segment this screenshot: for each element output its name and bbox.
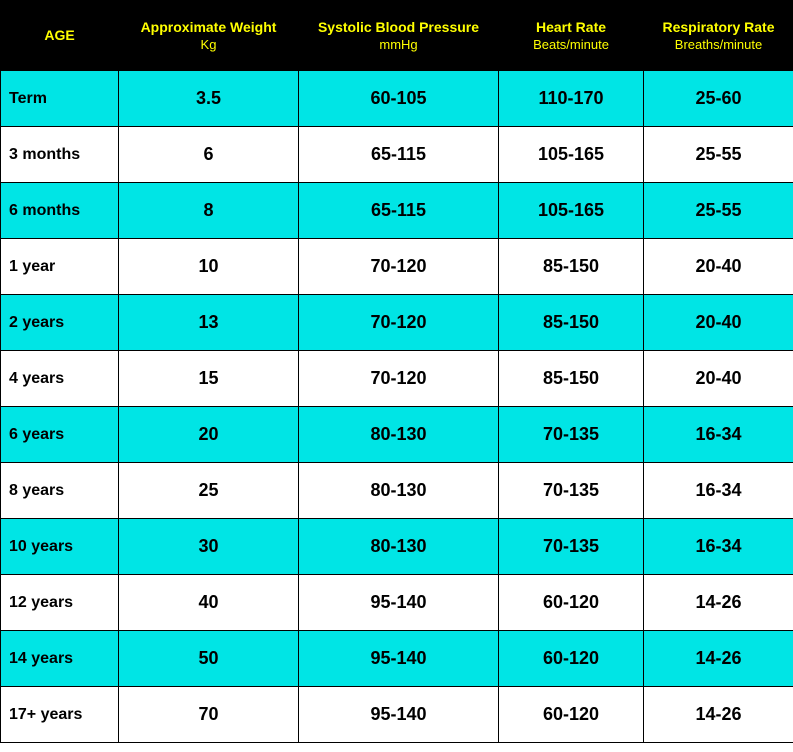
cell-hr: 60-120 [499,631,644,687]
cell-hr: 70-135 [499,407,644,463]
cell-hr: 85-150 [499,239,644,295]
cell-rr: 20-40 [644,239,793,295]
table-header-row: AGE Approximate Weight Kg Systolic Blood… [1,1,793,71]
cell-sbp: 80-130 [299,463,499,519]
cell-weight: 50 [119,631,299,687]
cell-hr: 110-170 [499,71,644,127]
table-row: 12 years4095-14060-12014-26 [1,575,793,631]
cell-hr: 70-135 [499,463,644,519]
col-header-hr: Heart Rate Beats/minute [499,1,644,71]
cell-sbp: 95-140 [299,687,499,743]
col-header-age: AGE [1,1,119,71]
cell-rr: 14-26 [644,575,793,631]
cell-hr: 85-150 [499,351,644,407]
table-body: Term3.560-105110-17025-603 months665-115… [1,71,793,743]
cell-rr: 20-40 [644,351,793,407]
col-header-weight: Approximate Weight Kg [119,1,299,71]
table-row: 14 years5095-14060-12014-26 [1,631,793,687]
col-title: AGE [44,27,74,43]
cell-age: 1 year [1,239,119,295]
cell-rr: 25-60 [644,71,793,127]
col-unit: Kg [123,37,294,52]
cell-hr: 60-120 [499,687,644,743]
cell-hr: 70-135 [499,519,644,575]
cell-age: 2 years [1,295,119,351]
cell-age: 8 years [1,463,119,519]
cell-rr: 25-55 [644,183,793,239]
cell-age: 17+ years [1,687,119,743]
cell-sbp: 95-140 [299,575,499,631]
cell-weight: 20 [119,407,299,463]
col-title: Heart Rate [536,19,606,35]
cell-weight: 40 [119,575,299,631]
col-unit: Breaths/minute [648,37,789,52]
cell-weight: 3.5 [119,71,299,127]
cell-rr: 16-34 [644,407,793,463]
cell-sbp: 80-130 [299,519,499,575]
table-row: 3 months665-115105-16525-55 [1,127,793,183]
cell-hr: 105-165 [499,183,644,239]
cell-age: 4 years [1,351,119,407]
table-row: 2 years1370-12085-15020-40 [1,295,793,351]
table-row: 8 years2580-13070-13516-34 [1,463,793,519]
cell-weight: 15 [119,351,299,407]
col-title: Systolic Blood Pressure [318,19,479,35]
table-row: 6 months865-115105-16525-55 [1,183,793,239]
cell-rr: 20-40 [644,295,793,351]
cell-weight: 6 [119,127,299,183]
cell-rr: 16-34 [644,463,793,519]
col-title: Respiratory Rate [662,19,774,35]
cell-sbp: 60-105 [299,71,499,127]
cell-age: Term [1,71,119,127]
cell-sbp: 70-120 [299,351,499,407]
cell-age: 3 months [1,127,119,183]
cell-age: 14 years [1,631,119,687]
col-title: Approximate Weight [141,19,277,35]
cell-sbp: 80-130 [299,407,499,463]
cell-weight: 10 [119,239,299,295]
col-unit: Beats/minute [503,37,639,52]
table-row: 1 year1070-12085-15020-40 [1,239,793,295]
table-row: 4 years1570-12085-15020-40 [1,351,793,407]
cell-weight: 25 [119,463,299,519]
cell-weight: 13 [119,295,299,351]
cell-weight: 30 [119,519,299,575]
cell-rr: 25-55 [644,127,793,183]
col-unit: mmHg [303,37,494,52]
cell-hr: 85-150 [499,295,644,351]
col-header-sbp: Systolic Blood Pressure mmHg [299,1,499,71]
table-row: Term3.560-105110-17025-60 [1,71,793,127]
cell-age: 12 years [1,575,119,631]
cell-rr: 14-26 [644,687,793,743]
cell-rr: 14-26 [644,631,793,687]
cell-sbp: 70-120 [299,295,499,351]
cell-age: 10 years [1,519,119,575]
cell-sbp: 65-115 [299,183,499,239]
table-row: 6 years2080-13070-13516-34 [1,407,793,463]
cell-weight: 70 [119,687,299,743]
table-row: 17+ years7095-14060-12014-26 [1,687,793,743]
cell-hr: 60-120 [499,575,644,631]
cell-sbp: 70-120 [299,239,499,295]
col-header-rr: Respiratory Rate Breaths/minute [644,1,793,71]
cell-age: 6 months [1,183,119,239]
cell-hr: 105-165 [499,127,644,183]
cell-rr: 16-34 [644,519,793,575]
cell-age: 6 years [1,407,119,463]
cell-weight: 8 [119,183,299,239]
cell-sbp: 65-115 [299,127,499,183]
cell-sbp: 95-140 [299,631,499,687]
vital-signs-table: AGE Approximate Weight Kg Systolic Blood… [0,0,793,743]
table-row: 10 years3080-13070-13516-34 [1,519,793,575]
